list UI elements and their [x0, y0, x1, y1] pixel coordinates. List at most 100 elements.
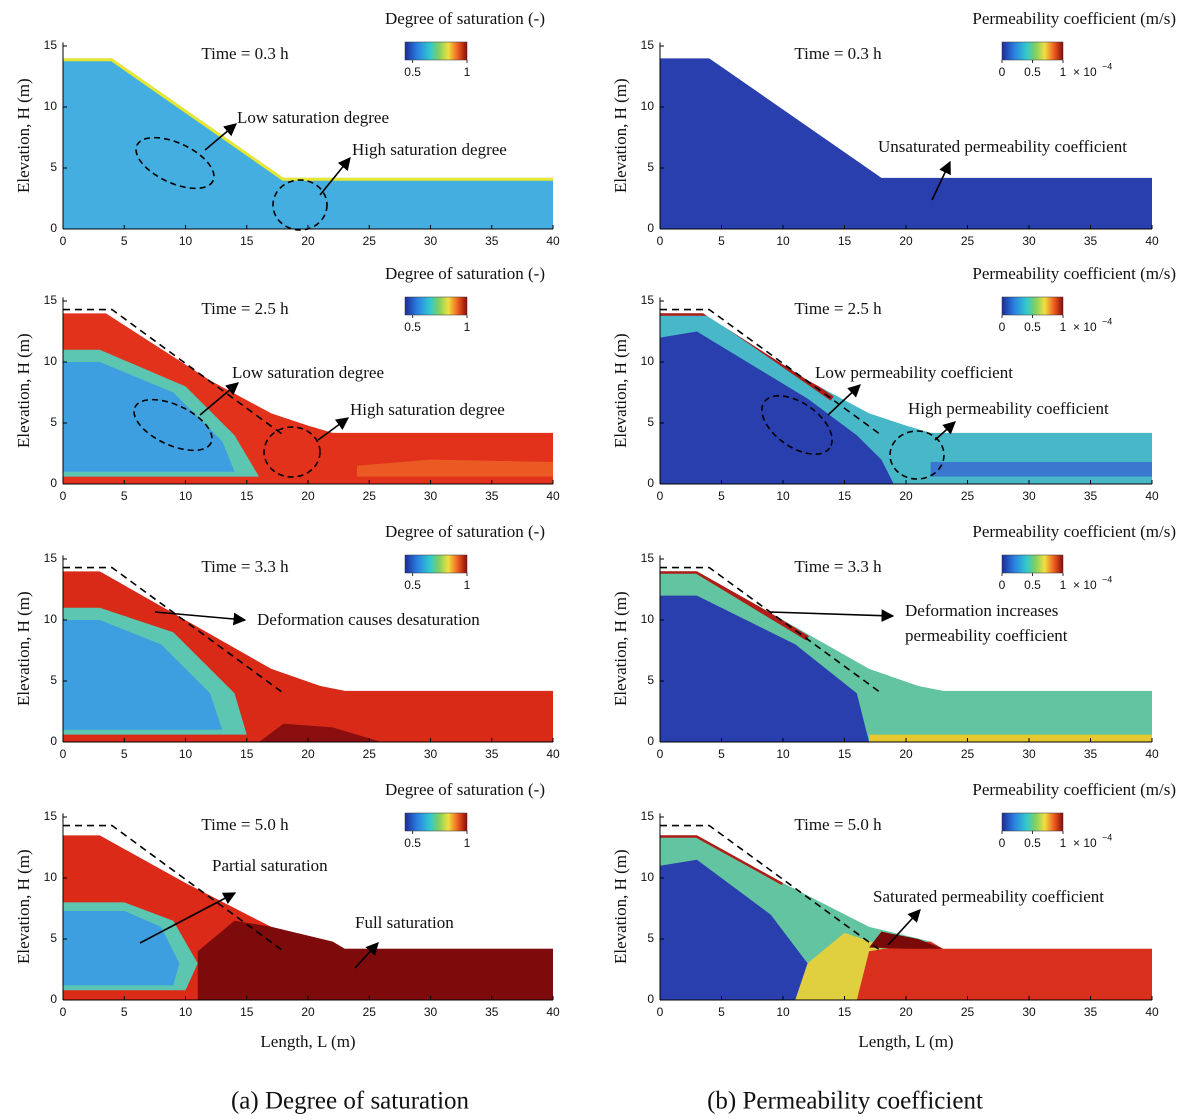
y-tick-label: 10	[44, 99, 58, 113]
colorbar-tick-label: 0.5	[1024, 836, 1041, 850]
y-tick-label: 5	[647, 415, 654, 429]
annotation: Low permeability coefficient	[815, 363, 1013, 382]
colorbar-tick-label: 0.5	[404, 836, 421, 850]
time-label: Time = 0.3 h	[201, 44, 289, 63]
y-axis-label: Elevation, H (m)	[14, 849, 33, 964]
annotation-arrow	[354, 942, 379, 969]
colorbar-tick-label: 1	[1060, 578, 1067, 592]
field-region	[869, 931, 943, 949]
x-tick-label: 30	[1022, 489, 1036, 503]
y-tick-label: 15	[641, 38, 655, 52]
annotation: High permeability coefficient	[908, 399, 1109, 418]
x-tick-label: 15	[838, 234, 852, 248]
colorbar-label: Permeability coefficient (m/s)	[972, 264, 1176, 283]
original-surface	[63, 566, 284, 694]
colorbar-tick-label: 0	[999, 320, 1006, 334]
annotation-arrow	[931, 160, 951, 201]
field	[63, 313, 553, 484]
colorbar-exponent: −4	[1102, 832, 1112, 842]
x-tick-label: 35	[485, 1005, 499, 1019]
colorbar-multiplier: × 10	[1073, 320, 1097, 334]
colorbar-exponent: −4	[1102, 61, 1112, 71]
time-label: Time = 2.5 h	[201, 299, 289, 318]
x-tick-label: 10	[776, 234, 790, 248]
colorbar	[1001, 41, 1064, 61]
field	[63, 571, 553, 742]
field	[63, 58, 553, 230]
annotation-ellipse	[889, 430, 945, 480]
y-axis-label: Elevation, H (m)	[611, 591, 630, 706]
x-tick-label: 25	[961, 1005, 975, 1019]
field-edge	[660, 835, 785, 886]
y-tick-label: 10	[44, 354, 58, 368]
x-tick-label: 15	[240, 1005, 254, 1019]
colorbar-tick-label: 1	[1060, 65, 1067, 79]
colorbar-multiplier: × 10	[1073, 65, 1097, 79]
annotation-arrow	[199, 382, 239, 416]
x-tick-label: 40	[546, 747, 560, 761]
x-tick-label: 15	[240, 489, 254, 503]
x-tick-label: 30	[424, 234, 438, 248]
annotation: Low saturation degree	[232, 363, 384, 382]
original-surface	[660, 308, 882, 436]
x-tick-label: 40	[1145, 234, 1159, 248]
panel: 0 5 10 15 20 25 30 35 40 0 5 10 15 Elevation, H (m) Ti…	[14, 9, 560, 248]
y-axis-label: Elevation, H (m)	[611, 849, 630, 964]
y-tick-label: 0	[647, 992, 654, 1006]
x-tick-label: 20	[301, 489, 315, 503]
x-tick-label: 35	[1084, 747, 1098, 761]
x-tick-label: 25	[363, 489, 377, 503]
x-tick-label: 10	[179, 234, 193, 248]
field-region	[197, 920, 553, 1000]
time-label: Time = 0.3 h	[794, 44, 882, 63]
colorbar-exponent: −4	[1102, 574, 1112, 584]
field-region	[63, 910, 180, 986]
annotation: Saturated permeability coefficient	[873, 887, 1104, 906]
field	[660, 835, 1152, 1000]
x-tick-label: 20	[301, 234, 315, 248]
y-tick-label: 15	[641, 293, 655, 307]
x-tick-label: 0	[60, 234, 67, 248]
x-tick-label: 0	[657, 489, 664, 503]
y-axis-label: Elevation, H (m)	[14, 333, 33, 448]
colorbar-tick-label: 1	[464, 65, 471, 79]
annotation-ellipse	[272, 179, 328, 231]
caption: (b) Permeability coefficient	[707, 1088, 983, 1115]
y-tick-label: 0	[50, 992, 57, 1006]
original-surface	[660, 824, 882, 952]
y-tick-label: 10	[641, 354, 655, 368]
colorbar-tick-label: 0.5	[1024, 65, 1041, 79]
x-tick-label: 25	[961, 489, 975, 503]
field-edge	[660, 313, 834, 401]
x-tick-label: 5	[718, 489, 725, 503]
annotation-arrow	[887, 909, 921, 946]
colorbar-tick-label: 0	[999, 578, 1006, 592]
y-tick-label: 5	[647, 160, 654, 174]
x-tick-label: 35	[485, 747, 499, 761]
x-tick-label: 10	[776, 747, 790, 761]
y-tick-label: 0	[50, 476, 57, 490]
field	[660, 58, 1152, 230]
colorbar-tick-label: 0.5	[404, 65, 421, 79]
panel: 0 5 10 15 20 25 30 35 40 0 5 10 15 Elevation, H (m) Ti…	[14, 264, 560, 503]
annotation-arrow	[319, 157, 351, 196]
x-tick-label: 15	[240, 234, 254, 248]
field-region	[869, 734, 1152, 742]
field-region	[660, 331, 894, 484]
y-tick-label: 10	[44, 870, 58, 884]
y-axis-label: Elevation, H (m)	[14, 591, 33, 706]
colorbar	[404, 41, 468, 61]
y-tick-label: 15	[44, 38, 58, 52]
field-base	[660, 58, 1152, 230]
x-tick-label: 20	[899, 1005, 913, 1019]
colorbar	[1001, 296, 1064, 316]
field-region	[357, 459, 553, 477]
x-tick-label: 10	[776, 489, 790, 503]
field-region	[259, 723, 382, 742]
colorbar-label: Degree of saturation (-)	[385, 780, 545, 799]
x-tick-label: 40	[1145, 1005, 1159, 1019]
annotation-ellipse	[761, 395, 833, 455]
x-tick-label: 35	[485, 234, 499, 248]
y-tick-label: 0	[50, 221, 57, 235]
x-tick-label: 0	[657, 747, 664, 761]
